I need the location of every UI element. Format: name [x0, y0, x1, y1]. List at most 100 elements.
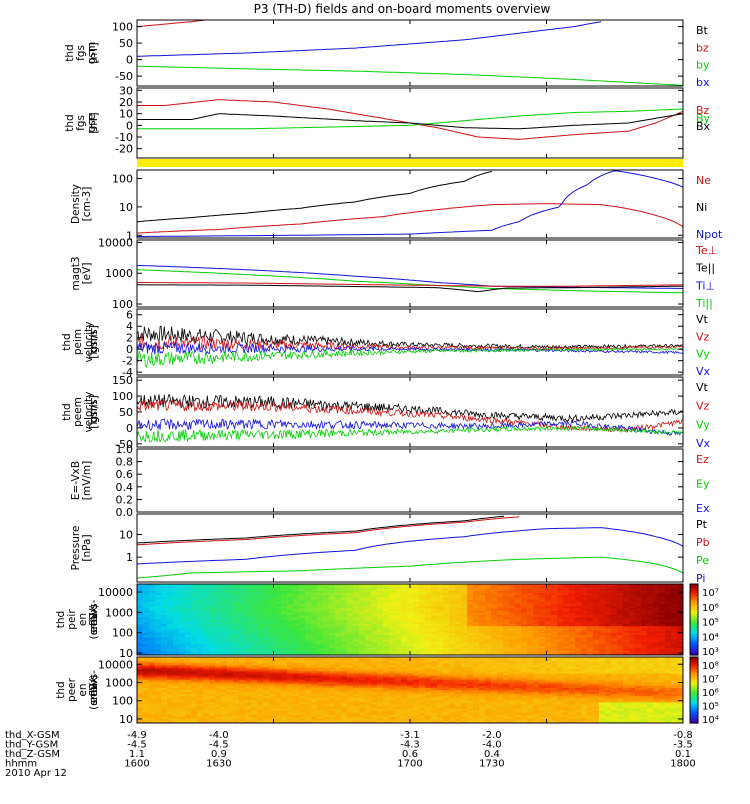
- y-tick-label: 0.4: [116, 481, 134, 494]
- series-line-bx: [137, 22, 601, 57]
- y-tick-label: 1: [126, 551, 133, 564]
- y-axis-title-line: [nT]: [88, 112, 100, 133]
- legend-entry-bx: Bx: [696, 120, 711, 133]
- y-tick-label: 50: [119, 37, 133, 50]
- series-line-ne: [137, 204, 683, 233]
- legend-entry-ez: Ez: [696, 453, 709, 466]
- y-axis: 1.00.80.60.40.20.0: [116, 443, 684, 519]
- legend-entry-vx: Vx: [696, 437, 711, 450]
- y-axis-title-line: [nT]: [88, 42, 100, 63]
- colorbar-label: 10⁵: [702, 618, 719, 629]
- y-axis-title-line: [km/s]: [88, 325, 100, 359]
- legend-entry-vy: Vy: [696, 418, 710, 431]
- legend-entry-ti⊥: Ti⊥: [695, 279, 715, 292]
- series-group: [137, 265, 683, 293]
- y-tick-label: 0: [126, 422, 133, 435]
- legend-entry-te⊥: Te⊥: [695, 244, 717, 257]
- series-line-pi: [137, 528, 683, 564]
- series-trace-vt: [137, 326, 683, 348]
- y-tick-label: 10000: [98, 236, 133, 249]
- panel-frame: [137, 170, 683, 238]
- figure-title: P3 (TH-D) fields and on-board moments ov…: [254, 2, 551, 16]
- legend-entry-vx: Vx: [696, 365, 711, 378]
- y-axis-title-line: [nPa]: [81, 534, 93, 561]
- y-tick-label: 100: [112, 173, 133, 186]
- legend-entry-vz: Vz: [696, 330, 710, 343]
- legend-entry-ni: Ni: [696, 201, 707, 214]
- y-axis: 100 50 0 -50: [112, 21, 683, 84]
- y-tick-label: 100: [112, 627, 133, 640]
- panel-frame: [137, 309, 683, 375]
- legend-entry-bt: Bt: [696, 24, 709, 37]
- y-tick-label: 0.6: [116, 468, 134, 481]
- ephemeris-yellow-bar: [137, 159, 683, 167]
- legend: Te⊥Te||Ti⊥Ti||: [695, 244, 717, 310]
- legend-entry-npot: Npot: [696, 228, 723, 241]
- y-axis-title-line: [eV]: [81, 263, 93, 285]
- series-group: [137, 395, 683, 442]
- legend-entry-pe: Pe: [696, 554, 709, 567]
- y-tick-label: 0.2: [116, 493, 134, 506]
- y-tick-label: 100: [112, 21, 133, 34]
- series-group: [137, 18, 683, 85]
- series-line-ti||: [137, 270, 683, 293]
- series-line-by: [137, 109, 683, 129]
- y-tick-label: 10: [119, 201, 133, 214]
- y-axis-title-line: [mV/m]: [81, 461, 93, 500]
- series-line-pt: [137, 516, 504, 543]
- y-tick-label: -20: [115, 143, 133, 156]
- legend: Vt Vz Vy Vx: [696, 313, 711, 378]
- legend-entry-vt: Vt: [696, 381, 709, 394]
- legend-entry-vy: Vy: [696, 348, 710, 361]
- series-group: [137, 516, 683, 578]
- y-tick-label: 50: [119, 406, 133, 419]
- legend-entry-pi: Pi: [696, 572, 705, 585]
- y-axis: 101: [119, 528, 683, 564]
- series-line-npot: [137, 171, 683, 237]
- y-tick-label: 0.8: [116, 456, 134, 469]
- series-group: [137, 100, 683, 140]
- legend-entry-ey: Ey: [696, 478, 710, 491]
- y-tick-label: 1000: [105, 606, 133, 619]
- y-axis-title: Density[cm-3]: [70, 184, 93, 224]
- legend-entry-vt: Vt: [696, 313, 709, 326]
- y-axis-title-line: sr-eV): [88, 604, 100, 635]
- series-trace-vx: [137, 342, 683, 354]
- colorbar-label: 10⁷: [702, 588, 719, 599]
- legend-entry-vz: Vz: [696, 400, 710, 413]
- y-tick-label: 150: [112, 374, 133, 387]
- y-axis-title: magt3[eV]: [70, 256, 93, 290]
- y-tick-label: 0: [126, 54, 133, 67]
- series-line-ni: [137, 171, 492, 221]
- legend-entry-te||: Te||: [695, 262, 715, 275]
- series-trace-vt: [137, 395, 683, 422]
- legend: Vt Vz Vy Vx: [696, 381, 711, 450]
- y-tick-label: -50: [115, 70, 133, 83]
